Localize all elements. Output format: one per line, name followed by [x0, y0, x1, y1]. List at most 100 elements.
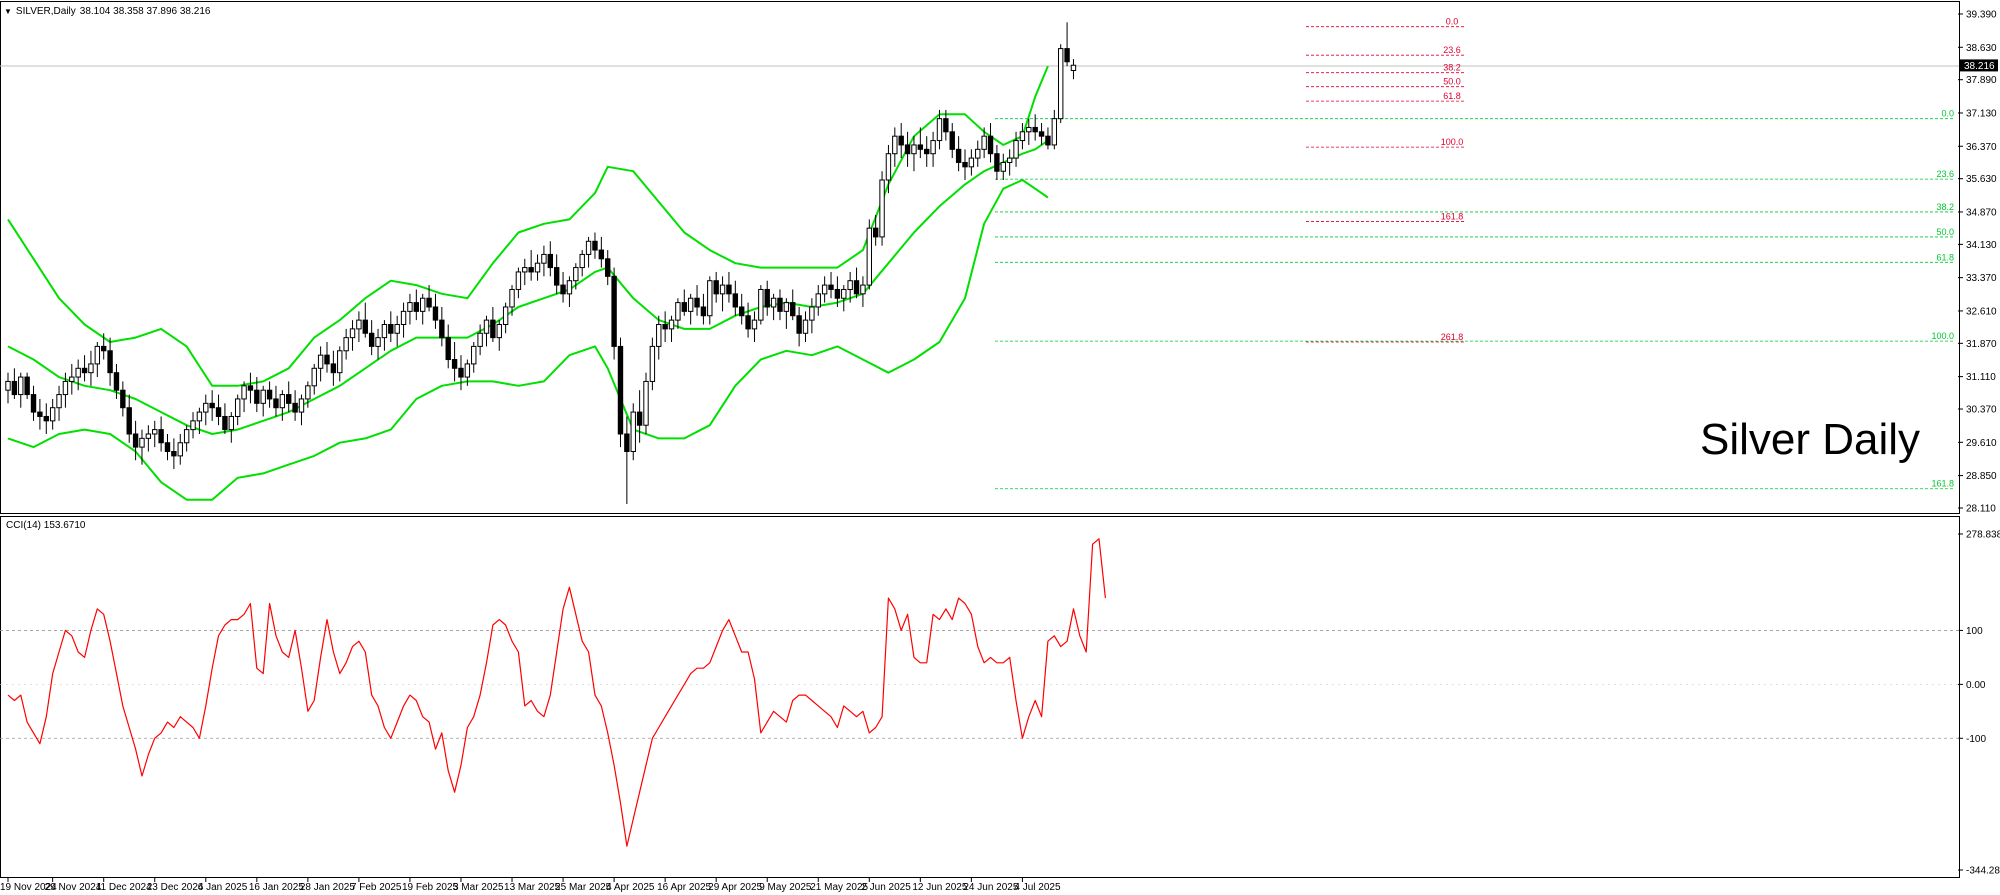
time-tick-label: 11 Dec 2024	[96, 882, 152, 893]
candle-body-bull	[630, 411, 636, 453]
candle-body-bear	[432, 306, 439, 321]
candle-body-bull	[866, 227, 872, 286]
fib-ext-level-label: 100.0	[1931, 331, 1954, 341]
candle-body-bull	[579, 253, 585, 269]
candle-body-bear	[732, 293, 739, 308]
candle-body-bear	[560, 284, 566, 295]
candle-body-bull	[190, 420, 196, 431]
time-tick-label: 21 May 2025	[810, 882, 868, 893]
chart-header: ▼ SILVER,Daily 38.104 38.358 37.896 38.2…	[0, 4, 210, 18]
bollinger-upper-band	[7, 65, 1049, 387]
symbol-menu-icon[interactable]: ▼	[4, 6, 12, 16]
candle-body-bull	[1051, 118, 1058, 146]
time-tick-label: 29 Nov 2024	[45, 882, 102, 893]
time-tick-label: 4 Jul 2025	[1014, 882, 1061, 893]
candle-body-bull	[483, 319, 490, 334]
candle-body-bear	[777, 297, 783, 312]
candle-body-bear	[739, 306, 745, 317]
price-tick-label: 32.610	[1966, 306, 1997, 317]
candle-body-bear	[330, 363, 337, 374]
candle-body-bull	[643, 380, 649, 426]
candle-body-bull	[343, 337, 349, 352]
fibonacci-retracement: 0.0 23.6 38.2 50.0 61.8 100.0 161.8 261.8 0.0 23.…	[995, 17, 1955, 490]
bollinger-bands	[7, 65, 1049, 501]
price-tick-label: 30.370	[1966, 405, 1997, 416]
cci-label: CCI(14) 153.6710	[6, 520, 86, 531]
candle-body-bear	[11, 380, 18, 396]
candle-body-bull	[668, 319, 675, 330]
price-tick-label: 35.630	[1966, 174, 1997, 185]
candle-body-bull	[349, 328, 356, 339]
fib-ext-level-label: 61.8	[1936, 252, 1954, 262]
candle-body-bull	[69, 376, 75, 382]
candle-body-bear	[126, 407, 132, 435]
candle-body-bear	[37, 411, 43, 417]
candle-body-bear	[745, 315, 751, 330]
candle-body-bear	[107, 350, 113, 374]
cci-tick-label: 0.00	[1966, 680, 1986, 691]
candle-body-bull	[968, 157, 975, 168]
candle-body-bear	[872, 227, 879, 238]
candle-body-bear	[266, 389, 273, 400]
candle-body-bull	[75, 367, 81, 378]
price-tick-label: 38.630	[1966, 43, 1997, 54]
candle-body-bull	[975, 148, 981, 159]
price-tick-label: 31.110	[1966, 372, 1996, 383]
chart-overlay-title: Silver Daily	[1700, 415, 1921, 464]
price-tick-label: 29.610	[1966, 438, 1997, 449]
candle-body-bull	[566, 280, 573, 295]
candle-body-bull	[337, 350, 343, 374]
candle-body-bull	[94, 345, 101, 365]
candle-body-bull	[177, 442, 183, 457]
fib-level-label: 50.0	[1443, 77, 1461, 87]
candle-body-bear	[949, 131, 955, 150]
cci-tick-label: -100	[1966, 734, 1986, 745]
candle-body-bull	[496, 324, 502, 339]
candle-body-bull	[298, 398, 305, 413]
candle-body-bear	[451, 359, 458, 369]
time-tick-label: 2 Jun 2025	[861, 882, 911, 893]
candle-body-bear	[853, 280, 860, 295]
candle-body-bear	[388, 324, 394, 334]
candle-body-bull	[719, 284, 726, 295]
time-tick-label: 6 Jan 2025	[198, 882, 248, 893]
candle-body-bear	[955, 148, 962, 163]
candle-body-bull	[203, 402, 209, 413]
candle-body-bull	[196, 411, 203, 422]
time-tick-label: 19 Nov 2024	[0, 882, 57, 893]
candle-body-bear	[1045, 135, 1051, 146]
candle-body-bear	[713, 280, 719, 295]
time-tick-label: 7 Feb 2025	[351, 882, 402, 893]
candle-body-bull	[649, 345, 656, 382]
price-tick-label: 28.110	[1966, 504, 1996, 515]
candle-body-bull	[49, 407, 56, 422]
candle-body-bear	[286, 394, 292, 404]
candle-body-bull	[381, 324, 388, 339]
candle-body-bull	[815, 293, 821, 308]
candle-body-bear	[987, 135, 994, 155]
candle-body-bull	[809, 306, 815, 321]
candle-body-bull	[509, 288, 515, 308]
candlestick-series	[5, 22, 1077, 505]
fib-ext-level-label: 50.0	[1936, 227, 1954, 237]
candle-body-bull	[241, 385, 247, 400]
candle-body-bull	[356, 319, 362, 330]
candle-body-bull	[847, 280, 853, 290]
time-tick-label: 12 Jun 2025	[912, 882, 967, 893]
candle-body-bear	[247, 385, 254, 391]
candle-body-bear	[898, 135, 904, 146]
last-price-label: 38.216	[1964, 61, 1995, 72]
candle-body-bull	[1006, 157, 1013, 163]
time-tick-label: 16 Jan 2025	[249, 882, 304, 893]
candle-body-bull	[305, 385, 311, 400]
fib-level-label: 61.8	[1443, 91, 1461, 101]
candle-body-bear	[528, 267, 534, 273]
candle-body-bear	[962, 161, 968, 168]
candle-body-bull	[860, 284, 866, 295]
candle-body-bull	[311, 367, 317, 387]
candle-body-bull	[758, 288, 764, 321]
cci-header: CCI(14) 153.6710	[6, 520, 86, 531]
candle-body-bull	[892, 135, 898, 155]
price-panel-frame	[0, 1, 1960, 514]
